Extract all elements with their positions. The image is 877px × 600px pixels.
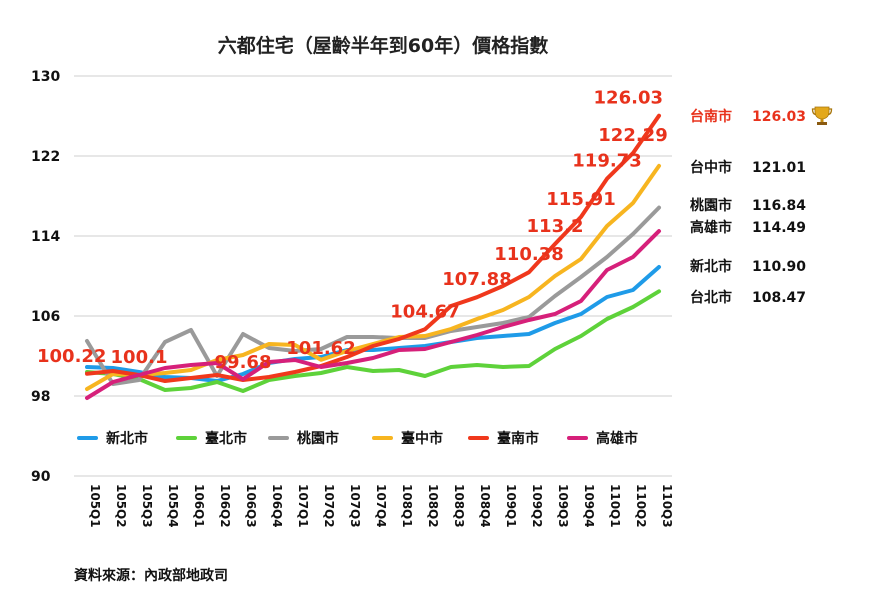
trophy-icon xyxy=(811,106,833,125)
tainan-data-label: 101.62 xyxy=(286,338,355,359)
x-tick-label: 109Q2 xyxy=(530,484,544,528)
legend-label: 高雄市 xyxy=(596,430,638,447)
tainan-data-label: 115.91 xyxy=(546,189,615,210)
tainan-data-label: 113.2 xyxy=(527,216,584,237)
end-label-city: 台北市 xyxy=(690,289,732,306)
trophy-handles xyxy=(811,108,833,116)
x-tick-label: 110Q2 xyxy=(634,484,648,528)
end-label-value: 121.01 xyxy=(752,160,806,176)
y-tick-label: 122 xyxy=(31,149,60,165)
end-label-value: 116.84 xyxy=(752,198,806,214)
series-lines xyxy=(85,113,661,400)
end-label-value: 108.47 xyxy=(752,290,806,306)
trophy-base xyxy=(817,122,827,125)
y-axis-ticks: 90 98 106 114 122 130 xyxy=(31,69,60,485)
x-tick-label: 105Q4 xyxy=(166,484,180,528)
x-tick-label: 110Q3 xyxy=(660,484,674,528)
x-axis-ticks: 105Q1 105Q2 105Q3 105Q4 106Q1 106Q2 106Q3 106Q4… xyxy=(88,484,674,528)
tainan-data-label: 99.68 xyxy=(215,352,272,373)
x-tick-label: 108Q4 xyxy=(478,484,492,528)
end-label-city: 台南市 xyxy=(690,108,732,125)
source-note: 資料來源：內政部地政司 xyxy=(74,567,228,584)
series-line-4 xyxy=(85,113,661,383)
tainan-data-label: 104.67 xyxy=(390,301,459,322)
x-tick-label: 107Q2 xyxy=(322,484,336,528)
chart-title: 六都住宅（屋齡半年到60年）價格指數 xyxy=(218,34,548,57)
tainan-data-label: 100.1 xyxy=(111,347,168,368)
end-label-city: 高雄市 xyxy=(690,219,732,236)
x-tick-label: 107Q4 xyxy=(374,484,388,528)
x-tick-label: 106Q4 xyxy=(270,484,284,528)
y-tick-label: 90 xyxy=(31,469,51,485)
end-label-city: 新北市 xyxy=(690,258,732,275)
x-tick-label: 108Q3 xyxy=(452,484,466,528)
tainan-data-labels: 100.22 100.1 99.68 101.62 104.67 107.88 110.38… xyxy=(37,88,668,373)
end-label-value: 114.49 xyxy=(752,220,806,236)
y-tick-label: 106 xyxy=(31,309,60,325)
series-line-2 xyxy=(85,205,661,386)
x-tick-label: 106Q3 xyxy=(244,484,258,528)
y-tick-label: 98 xyxy=(31,389,50,405)
tainan-data-label: 119.73 xyxy=(572,151,641,172)
legend-label: 臺中市 xyxy=(401,430,443,447)
x-tick-label: 105Q1 xyxy=(88,484,102,528)
y-tick-label: 130 xyxy=(31,69,60,85)
x-tick-label: 106Q1 xyxy=(192,484,206,528)
series-line-1 xyxy=(85,289,661,393)
x-tick-label: 105Q3 xyxy=(140,484,154,528)
x-tick-label: 109Q1 xyxy=(504,484,518,528)
grid-lines xyxy=(74,75,672,477)
x-tick-label: 109Q4 xyxy=(582,484,596,528)
tainan-data-label: 100.22 xyxy=(37,346,106,367)
tainan-data-label: 110.38 xyxy=(494,244,563,265)
trophy-stem xyxy=(820,119,824,122)
end-label-value: 126.03 xyxy=(752,109,806,125)
trophy-cup xyxy=(814,106,830,120)
x-tick-label: 110Q1 xyxy=(608,484,622,528)
x-tick-label: 108Q2 xyxy=(426,484,440,528)
legend-label: 新北市 xyxy=(106,430,148,447)
end-label-city: 桃園市 xyxy=(690,197,732,214)
tainan-data-label: 126.03 xyxy=(594,88,663,109)
legend-label: 臺北市 xyxy=(205,430,247,447)
tainan-data-label: 122.29 xyxy=(598,125,667,146)
end-label-value: 110.90 xyxy=(752,259,806,275)
x-tick-label: 108Q1 xyxy=(400,484,414,528)
series-line-5 xyxy=(85,229,661,400)
x-tick-label: 107Q3 xyxy=(348,484,362,528)
y-tick-label: 114 xyxy=(31,229,60,245)
x-tick-label: 106Q2 xyxy=(218,484,232,528)
end-value-labels: 台南市 126.03 台中市 121.01 桃園市 116.84 高雄市 114.49 新北市 1… xyxy=(690,106,833,306)
legend-label: 臺南市 xyxy=(497,430,539,447)
end-label-city: 台中市 xyxy=(690,159,732,176)
legend-label: 桃園市 xyxy=(297,430,339,447)
x-tick-label: 107Q1 xyxy=(296,484,310,528)
x-tick-label: 109Q3 xyxy=(556,484,570,528)
tainan-data-label: 107.88 xyxy=(442,269,511,290)
x-tick-label: 105Q2 xyxy=(114,484,128,528)
legend: 新北市 臺北市 桃園市 臺中市 臺南市 高雄市 xyxy=(77,430,638,447)
